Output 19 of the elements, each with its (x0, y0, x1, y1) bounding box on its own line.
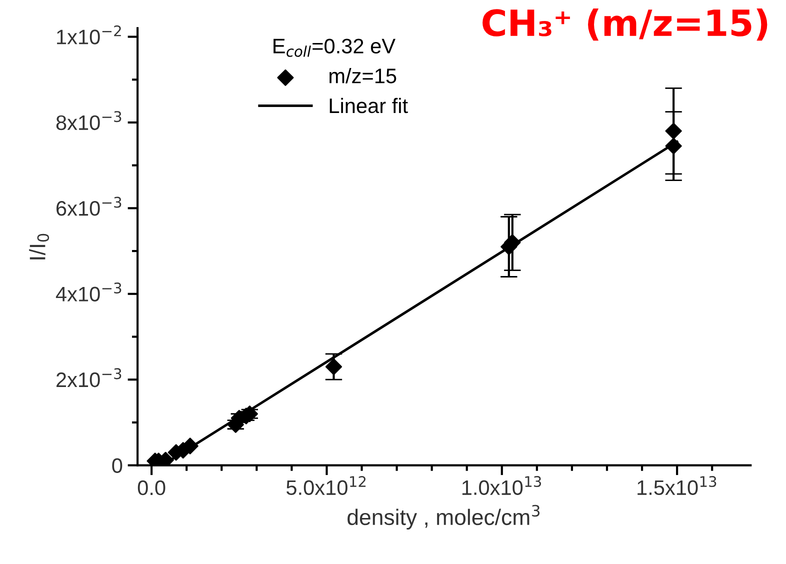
y-tick-label: 6x10$^{−3}$ (56, 196, 122, 216)
annotation: CH₃⁺ (m/z=15) (482, 8, 768, 41)
point (665, 138, 682, 154)
x-tick-label: 0.0 (138, 480, 166, 496)
point (325, 358, 342, 376)
y-tick-label: 1x10$^{−2}$ (57, 25, 121, 44)
legend-label: m/z=15 (330, 68, 396, 84)
y-tick-label: 2x10$^{−3}$ (56, 368, 122, 388)
y-tick-label: 4x10$^{−3}$ (56, 282, 122, 302)
x-axis-title: density , molec/cm$^{3}$ (348, 504, 540, 530)
x-tick-label: 1.5x10$^{13}$ (638, 476, 716, 496)
x-tick-label: 1.0x10$^{13}$ (462, 476, 541, 496)
point (665, 122, 682, 140)
legend-label: Linear fit (330, 98, 408, 114)
y-axis-title: I/I$_{0}$ (29, 234, 50, 260)
y-tick-label: 8x10$^{−3}$ (56, 111, 122, 130)
y-tick-label: 0 (112, 458, 122, 474)
x-tick-label: 5.0x10$^{12}$ (286, 476, 366, 496)
legend-title: E$_{coll}$=0.32 eV (274, 38, 396, 57)
